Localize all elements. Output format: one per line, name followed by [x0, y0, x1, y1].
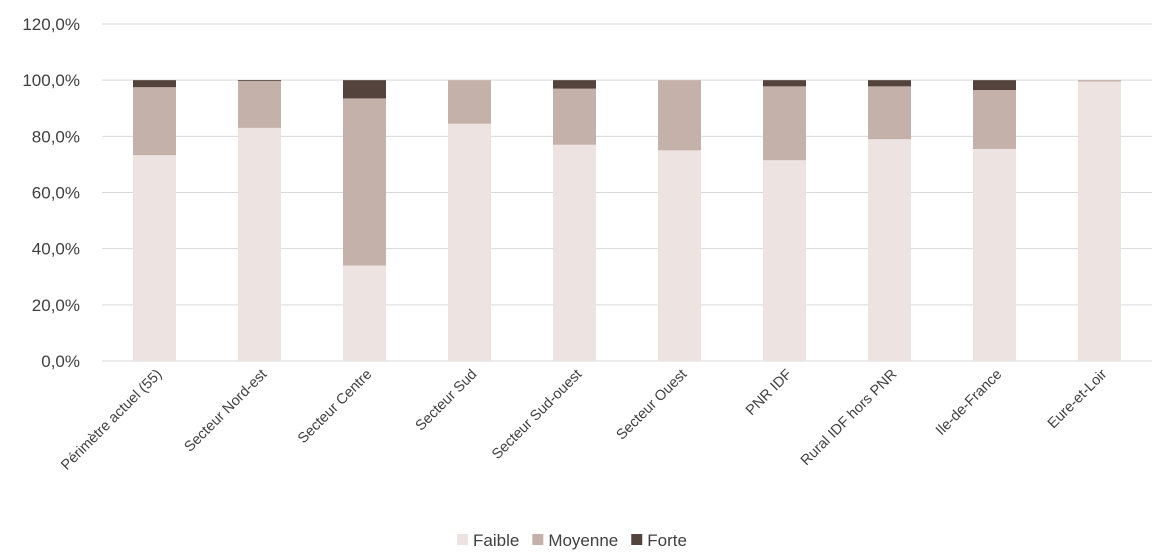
bar-segment-faible	[448, 123, 491, 361]
bar-segment-faible	[868, 139, 911, 361]
x-category-label: Secteur Nord-est	[182, 367, 271, 456]
x-category-label: Ile-de-France	[933, 367, 1005, 439]
legend-swatch	[631, 534, 643, 545]
legend: Faible Moyenne Forte	[457, 531, 687, 550]
x-category-label: Eure-et-Loir	[1045, 366, 1111, 432]
bar-segment-faible	[973, 148, 1016, 361]
x-category-label: Rural IDF hors PNR	[798, 367, 900, 469]
y-tick-label: 100,0%	[22, 71, 80, 90]
x-category-label: Secteur Centre	[295, 367, 375, 447]
bar-segment-forte	[763, 80, 806, 87]
legend-label: Faible	[473, 531, 519, 550]
bar-segment-moyenne	[553, 88, 596, 145]
bar-segment-faible	[1078, 81, 1121, 361]
bar-segment-faible	[133, 155, 176, 361]
bar-segment-moyenne	[868, 86, 911, 140]
bar-segment-faible	[763, 160, 806, 361]
bar-segment-faible	[343, 265, 386, 361]
bar-segment-forte	[868, 80, 911, 87]
y-tick-label: 120,0%	[22, 15, 80, 34]
x-category-label: Secteur Sud	[413, 367, 481, 435]
x-category-label: Secteur Ouest	[613, 367, 690, 444]
bar-segment-moyenne	[448, 80, 491, 124]
bars	[133, 80, 1121, 362]
legend-swatch	[457, 534, 468, 545]
legend-label: Forte	[647, 531, 687, 550]
x-category-label: Périmètre actuel (55)	[58, 367, 165, 474]
bar-segment-forte	[133, 80, 176, 88]
bar-segment-moyenne	[343, 98, 386, 266]
bar-segment-moyenne	[1078, 80, 1121, 82]
bar-segment-moyenne	[763, 86, 806, 161]
legend-label: Moyenne	[548, 531, 618, 550]
bar-segment-forte	[553, 80, 596, 89]
y-tick-label: 0,0%	[41, 352, 80, 371]
x-category-label: Secteur Sud-ouest	[489, 367, 585, 463]
y-axis-tick-labels: 0,0% 20,0% 40,0% 60,0% 80,0% 100,0% 120,0%	[22, 15, 80, 371]
y-tick-label: 80,0%	[32, 127, 80, 146]
y-tick-label: 20,0%	[32, 296, 80, 315]
bar-segment-moyenne	[133, 87, 176, 156]
bar-segment-forte	[238, 80, 281, 82]
bar-segment-forte	[343, 80, 386, 99]
y-tick-label: 40,0%	[32, 240, 80, 259]
x-axis-category-labels: Périmètre actuel (55) Secteur Nord-est Sec…	[58, 366, 1110, 473]
x-category-label: PNR IDF	[743, 366, 795, 418]
bar-segment-moyenne	[658, 80, 701, 151]
bar-segment-moyenne	[238, 81, 281, 128]
bar-segment-faible	[658, 150, 701, 361]
bar-segment-faible	[238, 127, 281, 362]
bar-segment-faible	[553, 144, 596, 361]
legend-swatch	[532, 534, 544, 545]
y-tick-label: 60,0%	[32, 184, 80, 203]
bar-segment-moyenne	[973, 89, 1016, 149]
bar-segment-forte	[973, 80, 1016, 90]
